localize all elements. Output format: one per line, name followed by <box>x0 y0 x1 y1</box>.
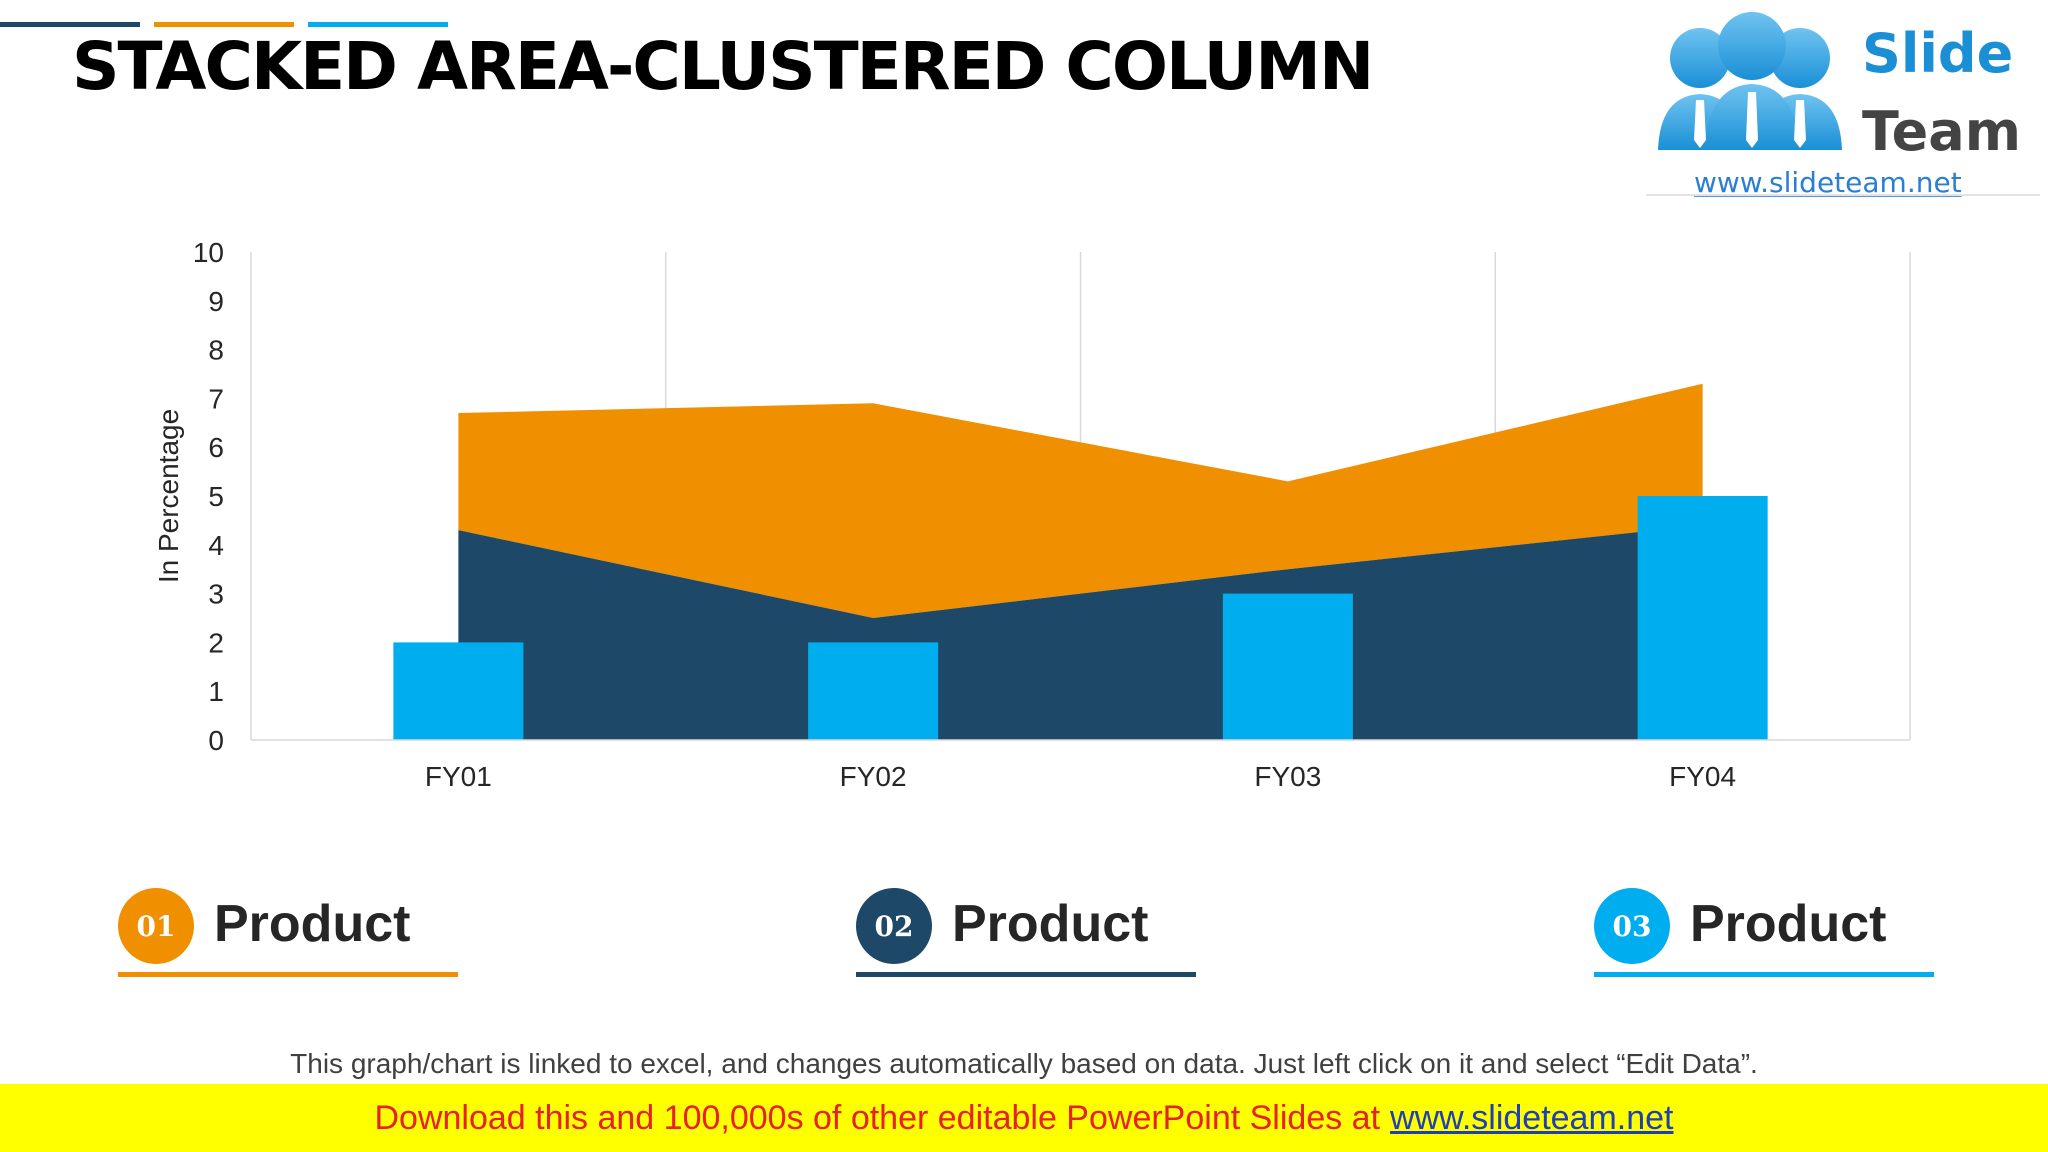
y-tick-label-4: 4 <box>208 530 224 561</box>
logo-divider <box>1646 194 2040 196</box>
legend-item-1: 01 Product <box>118 880 458 980</box>
legend-label-2: Product <box>952 895 1149 953</box>
top-accent-line-2 <box>154 22 294 27</box>
logo-word-team: Team <box>1862 100 2021 163</box>
legend-badge-3: 03 <box>1594 888 1670 964</box>
y-tick-label-5: 5 <box>208 481 224 512</box>
area-series-1 <box>458 525 1703 740</box>
area-series <box>458 383 1703 740</box>
legend-underline-1 <box>118 972 458 977</box>
logo-word-slide: Slide <box>1862 22 2013 85</box>
logo-url: www.slideteam.net <box>1694 166 1962 199</box>
column-bar-1 <box>393 642 524 740</box>
slideteam-logo[interactable]: Slide Team www.slideteam.net <box>1640 0 2040 200</box>
axes: 0 1 2 3 4 5 6 7 8 9 10 FY01 FY02 FY03 FY04 In Percentag… <box>153 237 1910 792</box>
legend-label-3: Product <box>1690 895 1887 953</box>
y-tick-label-8: 8 <box>208 335 224 366</box>
y-tick-label-3: 3 <box>208 579 224 610</box>
people-icon: Slide Team www.slideteam.net <box>1658 12 2021 199</box>
legend-underline-2 <box>856 972 1196 977</box>
banner-text: Download this and 100,000s of other edit… <box>374 1098 1381 1137</box>
legend-item-3: 03 Product <box>1594 880 1934 980</box>
y-tick-label-7: 7 <box>208 383 224 414</box>
x-tick-label-1: FY01 <box>425 761 492 792</box>
legend-item-2: 02 Product <box>856 880 1196 980</box>
area-series-2 <box>458 383 1703 618</box>
legend-badge-2: 02 <box>856 888 932 964</box>
footnote: This graph/chart is linked to excel, and… <box>290 1048 1758 1079</box>
y-tick-label-1: 1 <box>208 676 224 707</box>
banner-link[interactable]: www.slideteam.net <box>1390 1098 1674 1137</box>
top-accent-line-3 <box>308 22 448 27</box>
page-title: STACKED AREA-CLUSTERED COLUMN <box>72 28 1374 105</box>
legend-label-1: Product <box>214 895 411 953</box>
y-tick-label-2: 2 <box>208 627 224 658</box>
x-tick-label-3: FY03 <box>1254 761 1321 792</box>
top-accent-line-1 <box>0 22 140 27</box>
column-bar-2 <box>808 642 939 740</box>
legend-underline-3 <box>1594 972 1934 977</box>
column-bar-3 <box>1222 593 1353 740</box>
legend-badge-1: 01 <box>118 888 194 964</box>
y-tick-label-0: 0 <box>208 725 224 756</box>
y-axis-label: In Percentage <box>153 409 184 583</box>
download-banner: Download this and 100,000s of other edit… <box>0 1084 2048 1152</box>
column-bar-4 <box>1637 496 1768 740</box>
x-tick-label-2: FY02 <box>840 761 907 792</box>
y-tick-label-10: 10 <box>193 237 224 268</box>
y-tick-label-9: 9 <box>208 286 224 317</box>
x-tick-label-4: FY04 <box>1669 761 1736 792</box>
y-tick-label-6: 6 <box>208 432 224 463</box>
column-series <box>393 496 1768 740</box>
